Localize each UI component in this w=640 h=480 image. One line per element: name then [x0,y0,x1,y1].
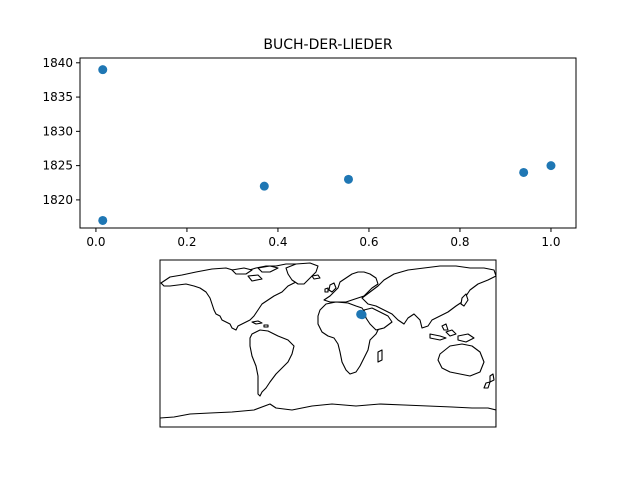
scatter-point [98,65,108,75]
iceland [311,274,321,280]
arabian-peninsula [363,307,393,331]
scatter-point [546,161,556,171]
scatter-ticks: 0.0 0.2 0.4 0.6 0.8 1.0 1820 1825 1830 1835 1840 [42,56,560,249]
scatter-panel: BUCH-DER-LIEDER 0.0 0.2 0.4 0.6 0.8 1.0 1820 18… [42,37,577,249]
scatter-point [98,215,108,225]
southeast-asia-islands [429,323,475,343]
chart-title: BUCH-DER-LIEDER [263,37,392,53]
madagascar [377,349,383,363]
scatter-point [519,167,529,177]
europe-landmass [323,271,379,303]
y-tick-label: 1840 [42,56,73,70]
map-frame [159,259,497,428]
japan [460,293,469,307]
scatter-axes-frame [79,57,577,229]
x-tick-label: 1.0 [541,235,560,249]
arctic-islands [231,265,279,282]
map-point [357,310,367,320]
x-tick-label: 0.6 [359,235,378,249]
africa-landmass [317,301,381,375]
scatter-points [98,65,556,225]
antarctica-landmass [160,403,496,427]
map-points [356,309,367,320]
y-tick-label: 1830 [42,124,73,138]
x-tick-label: 0.2 [177,235,196,249]
scatter-point [259,181,269,191]
map-panel [159,259,497,428]
greenland-landmass [285,262,319,285]
x-tick-label: 0.4 [268,235,287,249]
x-tick-label: 0.8 [450,235,469,249]
scatter-point [343,174,353,184]
map-land [160,262,496,427]
south-america-landmass [249,329,295,397]
y-tick-label: 1835 [42,90,73,104]
australia-landmass [437,343,485,377]
x-tick-label: 0.0 [86,235,105,249]
y-tick-label: 1820 [42,193,73,207]
caribbean-islands [251,320,269,328]
north-america-landmass [160,263,315,331]
y-tick-label: 1825 [42,159,73,173]
new-zealand [483,373,495,389]
british-isles [324,282,337,293]
